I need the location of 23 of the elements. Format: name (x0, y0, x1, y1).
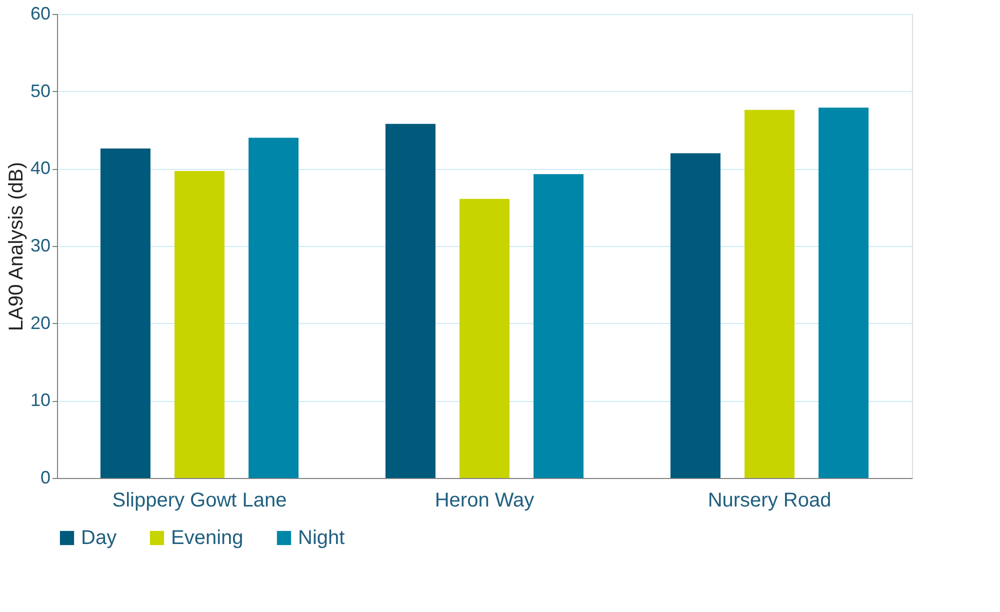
bar (818, 108, 869, 478)
y-tick-label: 20 (30, 312, 50, 333)
y-tick-label: 50 (30, 80, 50, 101)
bar (460, 198, 510, 478)
y-tick-label: 40 (30, 158, 50, 178)
legend-label: Night (298, 527, 346, 549)
bar (534, 174, 584, 478)
bar (385, 124, 436, 478)
y-axis-title: LA90 Analysis (dB) (5, 162, 28, 331)
y-tick-label: 10 (30, 390, 50, 410)
bar (174, 170, 224, 478)
legend-label: Day (81, 527, 117, 549)
bar (100, 148, 150, 478)
x-tick-label: Heron Way (434, 490, 534, 512)
x-tick-label: Nursery Road (708, 490, 832, 512)
bar (670, 153, 720, 478)
bar (248, 138, 299, 478)
bar (744, 110, 794, 478)
x-tick-label: Slippery Gowt Lane (112, 490, 287, 512)
y-tick-label: 0 (40, 468, 50, 488)
legend-label: Evening (171, 527, 244, 549)
y-tick-label: 60 (30, 4, 50, 24)
y-tick-label: 30 (30, 236, 50, 256)
